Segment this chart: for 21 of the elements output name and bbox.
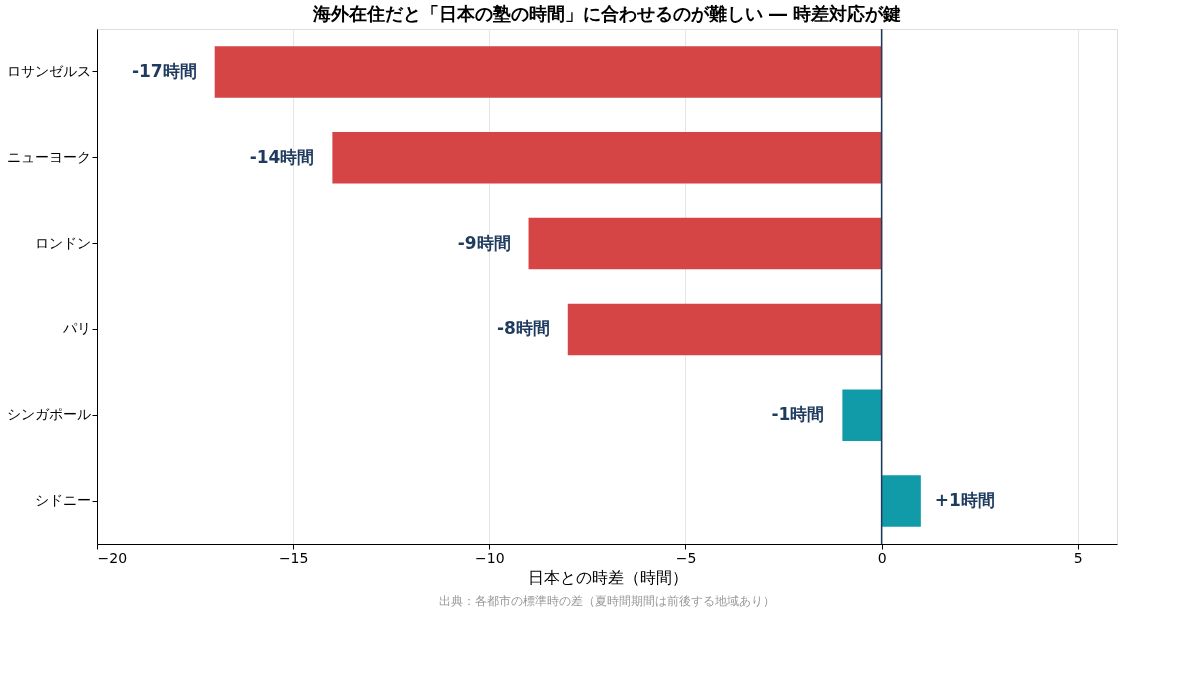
data-label: -8時間: [496, 318, 550, 339]
data-label: +1時間: [934, 490, 995, 511]
y-tick-label: シンガポール: [6, 406, 91, 423]
chart-title: 海外在住だと「日本の塾の時間」に合わせるのが難しい ― 時差対応が鍵: [311, 3, 902, 25]
y-tick-label: パリ: [61, 320, 91, 337]
data-label: -14時間: [249, 146, 315, 167]
data-label: -1時間: [771, 404, 825, 425]
data-label: -17時間: [131, 60, 197, 81]
data-label: -9時間: [457, 232, 511, 253]
x-tick-label: −20: [97, 549, 128, 566]
x-tick-label: −5: [675, 549, 697, 566]
y-tick-label: シドニー: [34, 492, 91, 509]
x-tick-label: −10: [475, 549, 505, 566]
source-note: 出典：各都市の標準時の差（夏時間期間は前後する地域あり）: [439, 594, 775, 608]
y-tick-label: ロサンゼルス: [6, 62, 91, 79]
x-tick-label: 5: [1073, 549, 1083, 566]
x-tick-label: 0: [877, 549, 887, 566]
x-tick-label: −15: [278, 549, 309, 566]
y-tick-label: ニューヨーク: [6, 148, 91, 165]
x-axis-title: 日本との時差（時間）: [527, 567, 688, 587]
y-tick-label: ロンドン: [34, 234, 91, 251]
